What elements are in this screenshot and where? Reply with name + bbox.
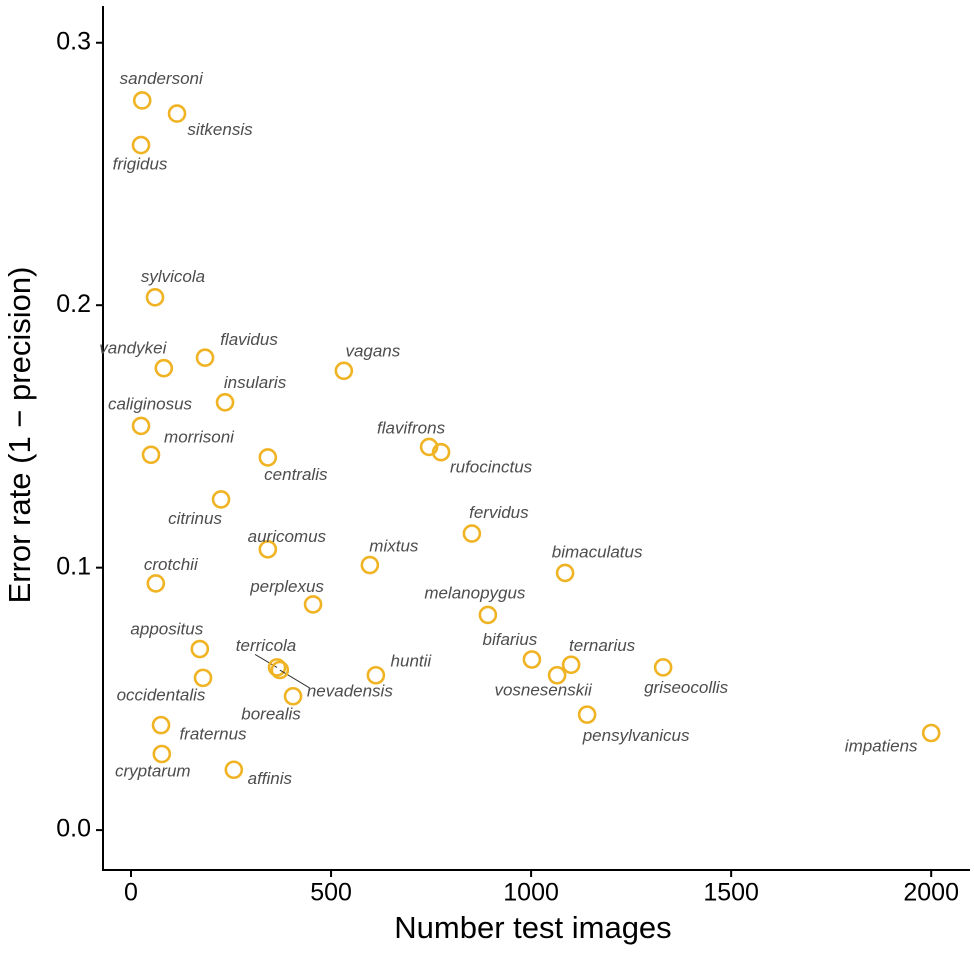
point [577, 705, 597, 724]
point-label: sitkensis [187, 120, 253, 139]
y-tick-label: 0.0 [56, 815, 91, 843]
point [478, 605, 498, 625]
point [366, 665, 386, 685]
point-label: huntii [391, 652, 433, 671]
x-axis-title: Number test images [394, 910, 671, 945]
point [224, 760, 244, 780]
point [195, 348, 215, 367]
point [419, 437, 439, 457]
y-tick-label: 0.3 [56, 27, 91, 55]
point [431, 442, 451, 462]
point-label: vosnesenskii [494, 681, 593, 700]
x-tick-label: 2000 [903, 879, 959, 907]
point-label: terricola [236, 636, 296, 655]
point-label: flavidus [220, 330, 278, 349]
point [154, 358, 174, 378]
point-label: fervidus [469, 503, 529, 522]
point [190, 639, 210, 659]
point [270, 660, 290, 680]
point-label: appositus [130, 619, 203, 638]
point [283, 686, 303, 706]
point [921, 723, 941, 743]
point [258, 448, 278, 467]
point [146, 574, 166, 593]
point [131, 135, 151, 155]
point [555, 563, 575, 583]
point [215, 393, 235, 412]
point-label: borealis [241, 705, 301, 724]
point-label: cryptarum [115, 761, 191, 780]
point-label: citrinus [168, 509, 222, 528]
point [334, 361, 354, 381]
point [522, 650, 542, 669]
point [145, 288, 165, 307]
point-label: frigidus [113, 155, 168, 174]
point [360, 555, 380, 575]
point-label: bimaculatus [552, 542, 643, 561]
point [303, 595, 323, 614]
point-label: bifarius [482, 630, 537, 649]
point-label: vagans [345, 341, 400, 360]
point [561, 655, 581, 675]
point [131, 416, 151, 436]
point [653, 658, 673, 677]
x-tick-label: 1000 [503, 879, 559, 907]
point-label: flavifrons [377, 418, 446, 437]
point [211, 490, 231, 509]
point-label: insularis [224, 373, 287, 392]
x-tick-label: 500 [310, 879, 352, 907]
point-label: mixtus [369, 537, 419, 556]
point-label: impatiens [845, 736, 918, 755]
x-tick-label: 1500 [703, 879, 759, 907]
point [141, 445, 161, 465]
point-label: centralis [264, 465, 328, 484]
point-label: vandykei [99, 339, 167, 358]
point [267, 658, 287, 677]
point-label: rufocinctus [450, 458, 533, 477]
point-label: auricomus [248, 527, 327, 546]
point-label: melanopygus [424, 583, 526, 602]
point [547, 665, 567, 685]
point-label: pensylvanicus [582, 726, 690, 745]
point-label: fraternus [179, 725, 247, 744]
point-label: crotchii [144, 555, 199, 574]
point-label: morrisoni [164, 427, 235, 446]
leader-line [279, 669, 311, 689]
y-tick-label: 0.2 [56, 290, 91, 318]
point [152, 744, 172, 764]
point-label: nevadensis [307, 681, 394, 700]
y-axis-title: Error rate (1 − precision) [2, 267, 37, 604]
point-label: affinis [248, 769, 293, 788]
point [193, 668, 213, 688]
point [132, 91, 152, 110]
point-label: griseocollis [644, 678, 729, 697]
point [151, 715, 171, 735]
point-label: occidentalis [117, 685, 206, 704]
point-label: sylvicola [141, 267, 205, 286]
point-label: ternarius [569, 636, 636, 655]
point-label: caliginosus [108, 394, 193, 413]
point-label: sandersoni [120, 69, 204, 88]
y-tick-label: 0.1 [56, 552, 91, 580]
point [167, 104, 187, 123]
point [462, 524, 482, 543]
point [258, 539, 278, 559]
x-tick-label: 0 [124, 879, 138, 907]
point-label: perplexus [249, 577, 324, 596]
